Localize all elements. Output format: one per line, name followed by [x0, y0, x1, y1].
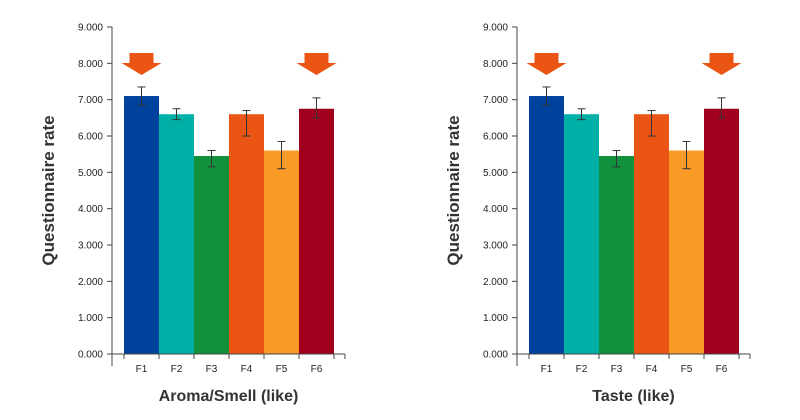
category-label: F1	[136, 364, 148, 375]
error-bar-f5	[682, 140, 691, 170]
y-axis-label: Questionnaire rate	[39, 115, 58, 265]
highlight-arrow-f6	[701, 53, 742, 75]
category-label: F5	[276, 364, 288, 375]
error-bar-f3	[612, 150, 621, 168]
bar-f6	[299, 108, 334, 354]
y-tick-label: 3.000	[483, 241, 508, 252]
y-tick-label: 2.000	[78, 277, 103, 288]
y-tick-label: 8.000	[483, 59, 508, 70]
error-bar-f6	[717, 97, 726, 119]
category-label: F6	[716, 364, 728, 375]
y-tick-label: 7.000	[483, 95, 508, 106]
category-label: F3	[611, 364, 623, 375]
error-bar-f2	[172, 108, 181, 121]
y-tick-label: 5.000	[483, 168, 508, 179]
y-tick-label: 3.000	[78, 241, 103, 252]
category-label: F6	[311, 364, 323, 375]
error-bar-f1	[542, 86, 551, 106]
x-axis-label: Aroma/Smell (like)	[159, 388, 299, 405]
y-tick-label: 1.000	[78, 313, 103, 324]
bar-f6	[704, 108, 739, 354]
y-tick-label: 4.000	[78, 204, 103, 215]
y-tick-label: 1.000	[483, 313, 508, 324]
category-label: F2	[576, 364, 588, 375]
bar-f2	[159, 114, 194, 354]
error-bar-f1	[137, 86, 146, 106]
error-bar-f2	[577, 108, 586, 121]
category-label: F1	[541, 364, 553, 375]
y-tick-label: 6.000	[78, 132, 103, 143]
bar-f2	[564, 114, 599, 354]
category-label: F2	[171, 364, 183, 375]
bar-f3	[194, 155, 229, 354]
error-bar-f4	[647, 110, 656, 137]
x-axis-label: Taste (like)	[592, 388, 674, 405]
y-tick-label: 7.000	[78, 95, 103, 106]
category-label: F3	[206, 364, 218, 375]
error-bar-f6	[312, 97, 321, 119]
bar-f1	[124, 96, 159, 355]
category-label: F4	[241, 364, 253, 375]
y-tick-label: 0.000	[78, 350, 103, 361]
y-tick-label: 6.000	[483, 132, 508, 143]
chart-taste: 0.000 1.000 2.000 3.000 4.000 5.000 6.000 7.000…	[444, 23, 751, 405]
bar-f1	[529, 96, 564, 355]
bar-f3	[599, 155, 634, 354]
bar-f4	[229, 114, 264, 354]
y-tick-label: 9.000	[78, 23, 103, 34]
y-tick-label: 8.000	[78, 59, 103, 70]
y-tick-label: 2.000	[483, 277, 508, 288]
highlight-arrow-f1	[526, 53, 567, 75]
y-axis-label: Questionnaire rate	[444, 115, 463, 265]
bar-f5	[264, 150, 299, 354]
highlight-arrow-f1	[121, 53, 162, 75]
y-tick-label: 4.000	[483, 204, 508, 215]
y-tick-label: 5.000	[78, 168, 103, 179]
highlight-arrow-f6	[296, 53, 337, 75]
bar-f5	[669, 150, 704, 354]
error-bar-f5	[277, 140, 286, 170]
bar-f4	[634, 114, 669, 354]
y-tick-label: 9.000	[483, 23, 508, 34]
category-label: F4	[646, 364, 658, 375]
error-bar-f3	[207, 150, 216, 168]
error-bar-f4	[242, 110, 251, 137]
chart-aroma-smell: 0.000 1.000 2.000 3.000 4.000 5.000 6.000 7.000…	[39, 23, 346, 405]
y-tick-label: 0.000	[483, 350, 508, 361]
category-label: F5	[681, 364, 693, 375]
